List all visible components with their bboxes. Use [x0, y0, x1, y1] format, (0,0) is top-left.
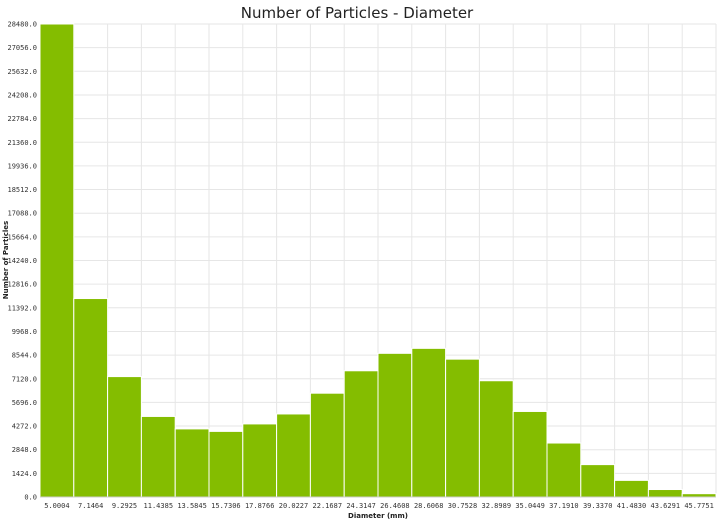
- x-tick-label: 28.6068: [414, 502, 444, 510]
- bars: [39, 23, 717, 498]
- x-tick-label: 9.2925: [112, 502, 137, 510]
- y-tick-label: 28480.0: [7, 21, 37, 29]
- y-tick-label: 12816.0: [7, 281, 37, 289]
- y-tick-label: 25632.0: [7, 68, 37, 76]
- x-tick-label: 7.1464: [78, 502, 103, 510]
- y-tick-label: 24208.0: [7, 91, 37, 99]
- x-tick-label: 22.1687: [313, 502, 343, 510]
- y-tick-label: 0.0: [24, 494, 37, 502]
- x-axis-ticks: 5.0004 7.1464 9.2925 11.4385 13.5845 15.7306 1…: [44, 502, 714, 510]
- x-tick-label: 32.8989: [482, 502, 512, 510]
- chart-title: Number of Particles - Diameter: [241, 4, 474, 22]
- y-tick-label: 27056.0: [7, 44, 37, 52]
- bar: [309, 392, 345, 498]
- x-tick-label: 43.6291: [651, 502, 681, 510]
- x-tick-label: 15.7306: [211, 502, 241, 510]
- y-tick-label: 11392.0: [7, 304, 37, 312]
- y-tick-label: 4272.0: [12, 423, 37, 431]
- x-tick-label: 45.7751: [684, 502, 714, 510]
- x-tick-label: 39.3370: [583, 502, 613, 510]
- bar: [140, 415, 176, 498]
- bar: [512, 410, 548, 498]
- bar: [377, 352, 413, 498]
- y-tick-label: 19936.0: [7, 162, 37, 170]
- bar: [411, 347, 447, 498]
- x-tick-label: 30.7528: [448, 502, 478, 510]
- bar: [580, 464, 616, 498]
- y-tick-label: 14240.0: [7, 257, 37, 265]
- bar: [276, 413, 311, 498]
- bar: [242, 423, 278, 498]
- y-tick-label: 17088.0: [7, 210, 37, 218]
- y-tick-label: 8544.0: [12, 352, 37, 360]
- y-tick-label: 15664.0: [7, 233, 37, 241]
- bar: [546, 442, 582, 498]
- bar: [445, 358, 480, 498]
- y-tick-label: 22784.0: [7, 115, 37, 123]
- bar: [343, 370, 379, 498]
- x-tick-label: 35.0449: [515, 502, 545, 510]
- x-tick-label: 20.0227: [279, 502, 309, 510]
- y-tick-label: 2848.0: [12, 446, 37, 454]
- x-tick-label: 5.0004: [44, 502, 69, 510]
- y-tick-label: 5696.0: [12, 399, 37, 407]
- x-tick-label: 11.4385: [144, 502, 174, 510]
- bar: [73, 298, 109, 498]
- y-tick-label: 18512.0: [7, 186, 37, 194]
- y-tick-label: 1424.0: [12, 470, 37, 478]
- x-axis-label: Diameter (mm): [348, 512, 408, 520]
- bar: [174, 428, 210, 498]
- bar: [614, 479, 649, 498]
- y-tick-label: 9968.0: [12, 328, 37, 336]
- x-tick-label: 17.8766: [245, 502, 275, 510]
- y-axis-ticks: 0.0 1424.0 2848.0 4272.0 5696.0 7120.0 8544.0 9…: [7, 21, 37, 502]
- y-axis-label: Number of Particles: [2, 221, 10, 299]
- x-tick-label: 37.1910: [549, 502, 579, 510]
- x-tick-label: 24.3147: [346, 502, 376, 510]
- bar: [647, 489, 683, 498]
- bar: [208, 430, 244, 498]
- bar: [478, 380, 514, 498]
- bar: [39, 23, 75, 498]
- x-tick-label: 26.4608: [380, 502, 410, 510]
- bar: [107, 376, 142, 498]
- y-tick-label: 7120.0: [12, 375, 37, 383]
- y-tick-label: 21360.0: [7, 139, 37, 147]
- x-tick-label: 41.4830: [617, 502, 647, 510]
- x-tick-label: 13.5845: [177, 502, 207, 510]
